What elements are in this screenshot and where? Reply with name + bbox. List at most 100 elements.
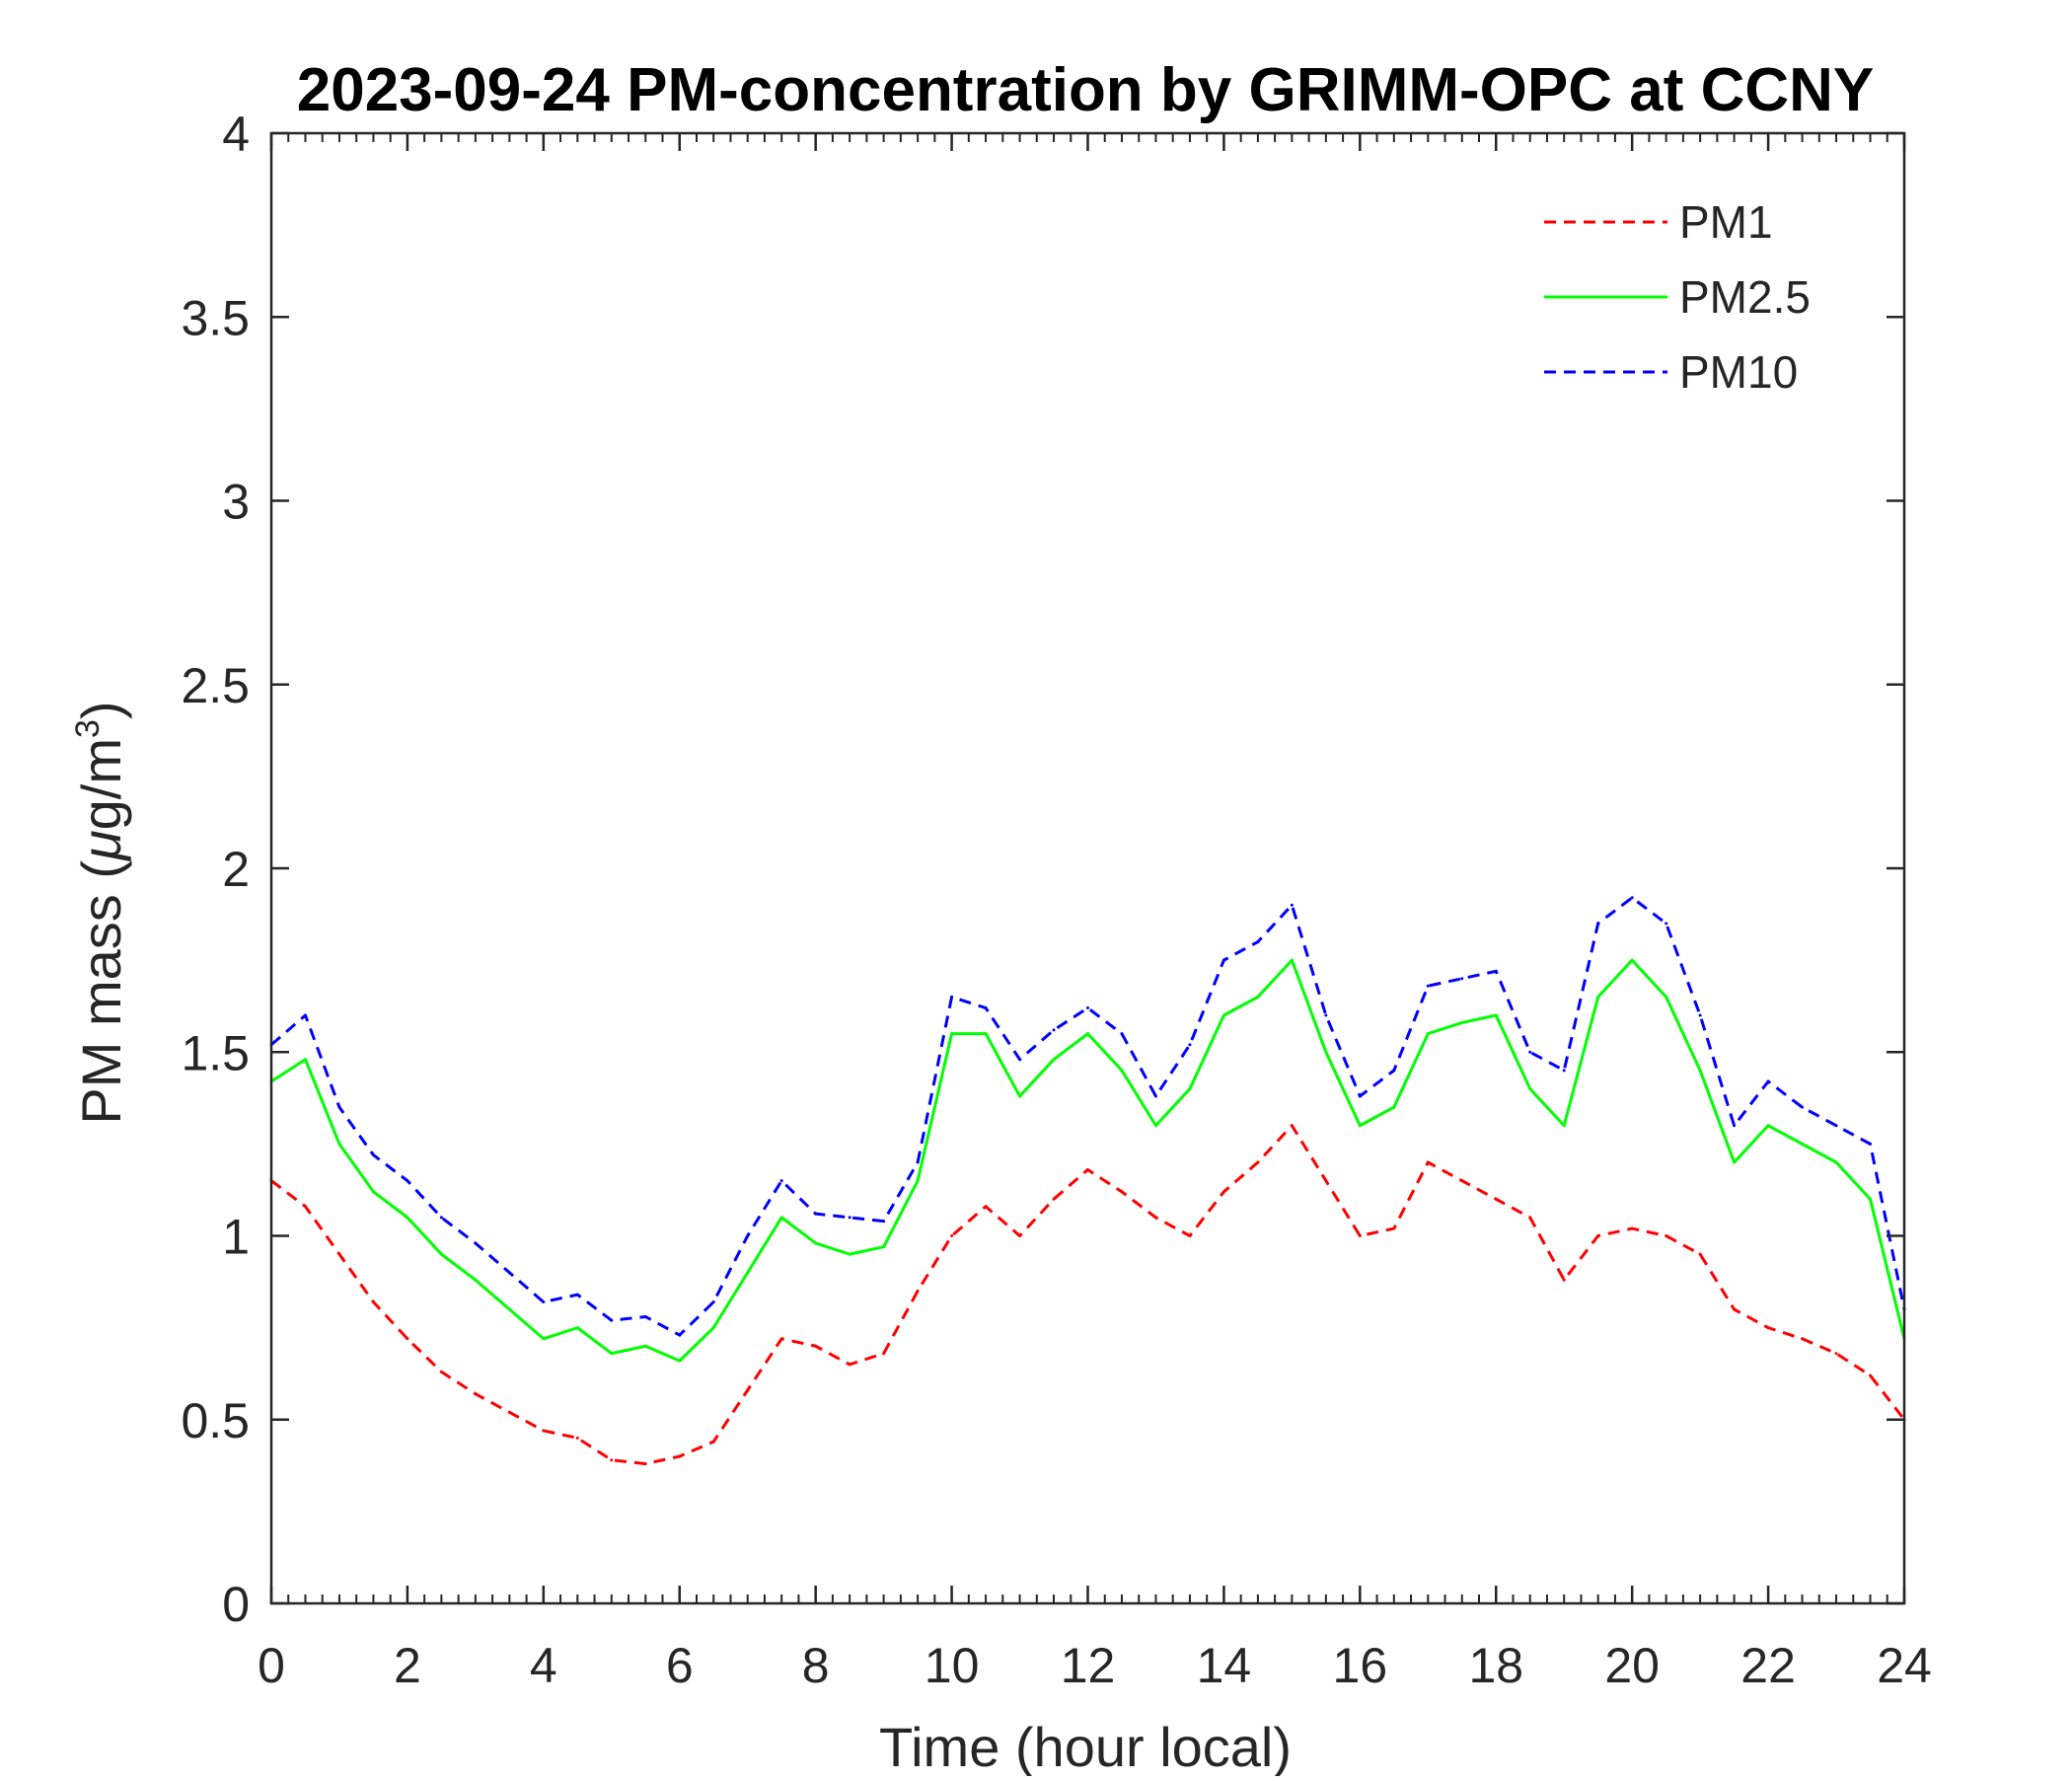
data-point [1426,1032,1430,1036]
data-point [542,1300,546,1304]
data-point [1426,984,1430,988]
y-tick-label: 4 [222,107,250,162]
y-tick-label: 0.5 [181,1393,250,1448]
data-point [1153,1124,1157,1128]
data-point [1766,1124,1770,1128]
data-point [1630,1226,1634,1230]
data-point [371,1153,375,1157]
data-point [1392,1069,1396,1073]
data-point [1256,1160,1260,1164]
data-point [474,1241,478,1245]
data-point [1494,1013,1498,1017]
plot-area [269,896,1906,1465]
data-point [916,1179,920,1183]
x-tick-label: 14 [1197,1638,1252,1693]
data-point [1052,1197,1056,1201]
data-point [1358,1094,1362,1098]
data-point [1120,1069,1124,1073]
data-point [1494,969,1498,973]
data-point [984,1205,988,1209]
data-point [746,1234,750,1237]
x-tick-label: 16 [1333,1638,1388,1693]
data-point [1324,1179,1328,1183]
data-point [1766,1079,1770,1083]
data-point [337,1105,341,1109]
data-point [1221,1190,1225,1194]
data-point [507,1410,511,1414]
data-point [1869,1142,1873,1146]
data-point [1188,1087,1192,1090]
data-point [507,1271,511,1275]
data-point [1018,1234,1022,1237]
data-point [1630,958,1634,962]
data-point [814,1241,818,1245]
data-point [848,1363,851,1367]
data-point [1665,995,1668,999]
data-point [337,1142,341,1146]
y-axis-label-unit: g/m [70,738,132,830]
data-point [1358,1124,1362,1128]
data-point [1392,1226,1396,1230]
data-point [814,1212,818,1216]
x-tick-label: 20 [1604,1638,1660,1693]
legend: PM1 PM2.5 PM10 [1544,196,1811,398]
x-tick-label: 8 [802,1638,830,1693]
data-point [779,1337,783,1341]
data-point [1153,1216,1157,1220]
data-point [1052,1028,1056,1032]
data-point [984,1006,988,1010]
data-point [1324,1013,1328,1017]
data-point [337,1252,341,1256]
legend-label: PM10 [1679,346,1798,398]
x-tick-label: 6 [666,1638,694,1693]
y-tick-label: 0 [222,1577,250,1632]
data-point [542,1337,546,1341]
data-point [575,1436,579,1440]
data-point [1460,977,1464,981]
data-point [1086,1167,1089,1171]
data-point [1562,1069,1566,1073]
data-point [678,1333,682,1337]
y-axis-label-mu: μ [70,830,132,862]
x-tick-label: 0 [258,1638,285,1693]
data-point [406,1216,409,1220]
data-point [1256,995,1260,999]
data-point [1018,1058,1022,1062]
data-point [711,1300,715,1304]
data-point [1460,1020,1464,1024]
data-point [678,1454,682,1458]
data-point [371,1300,375,1304]
data-point [610,1318,614,1322]
data-point [643,1314,647,1318]
y-tick-label: 3 [222,475,250,530]
data-point [1528,1050,1532,1054]
data-point [1698,1069,1702,1073]
data-point [1698,1013,1702,1017]
data-point [1869,1373,1873,1377]
data-point [1596,995,1600,999]
data-point [1324,1050,1328,1054]
data-point [950,1032,954,1036]
data-point [950,995,954,999]
data-point [406,1337,409,1341]
data-point [406,1179,409,1183]
data-point [610,1458,614,1462]
y-tick-label: 2 [222,842,250,897]
data-point [1801,1142,1805,1146]
data-point [303,1013,307,1017]
y-axis-label-sup: 3 [69,719,107,738]
y-tick-label: 1.5 [181,1025,250,1080]
data-point [1733,1160,1737,1164]
data-point [746,1271,750,1275]
data-point [474,1392,478,1396]
y-tick-label: 1 [222,1210,250,1265]
x-tick-label: 24 [1877,1638,1932,1693]
data-point [916,1160,920,1164]
data-point [439,1370,443,1373]
data-point [1153,1094,1157,1098]
data-point [643,1461,647,1465]
data-point [1426,1160,1430,1164]
